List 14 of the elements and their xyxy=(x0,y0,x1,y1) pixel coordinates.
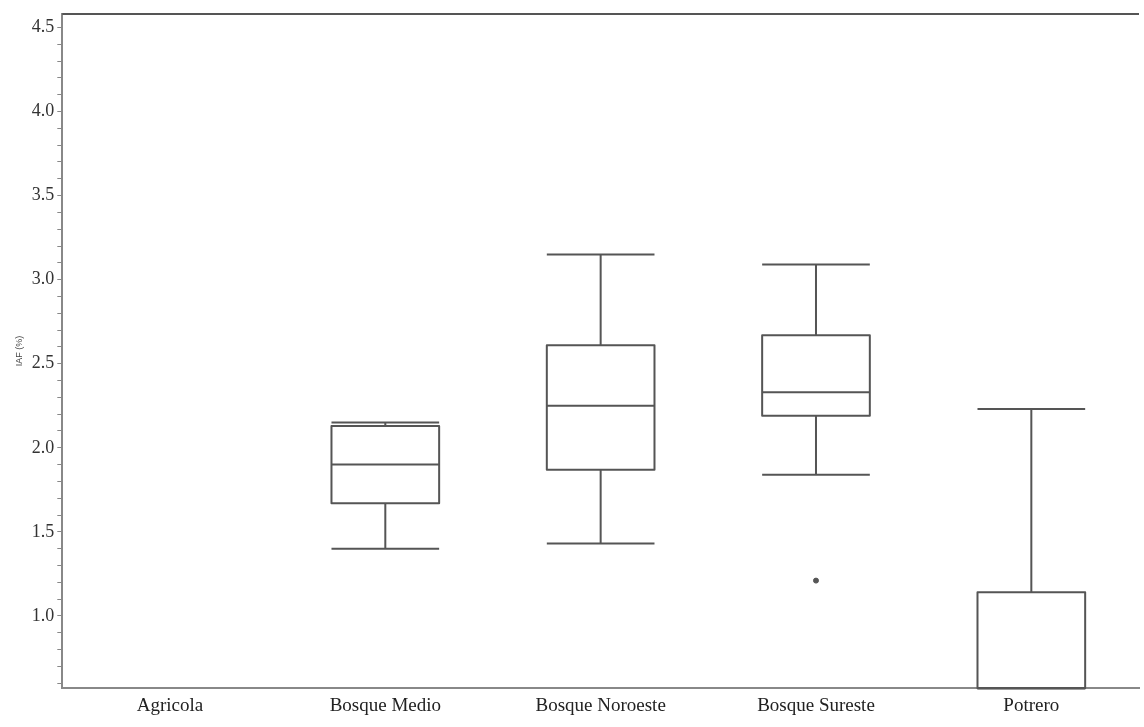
x-tick-label: Agricola xyxy=(136,693,204,715)
y-tick-label: 1.0 xyxy=(31,604,55,625)
y-tick-label: 3.5 xyxy=(31,184,55,205)
y-tick-label: 1.5 xyxy=(31,520,55,541)
y-tick-label: 4.0 xyxy=(31,100,55,121)
y-tick-label: 2.5 xyxy=(31,352,55,373)
y-tick-label: 3.0 xyxy=(31,268,55,289)
x-tick-label: Bosque Medio xyxy=(329,693,441,715)
x-tick-label: Bosque Sureste xyxy=(757,693,875,715)
x-tick-label: Bosque Noroeste xyxy=(535,693,666,715)
x-tick-label: Potrero xyxy=(1003,693,1060,715)
y-tick-label: 2.0 xyxy=(31,436,55,457)
y-axis-title: IAF (%) xyxy=(13,335,24,367)
y-tick-label: 4.5 xyxy=(31,16,55,37)
